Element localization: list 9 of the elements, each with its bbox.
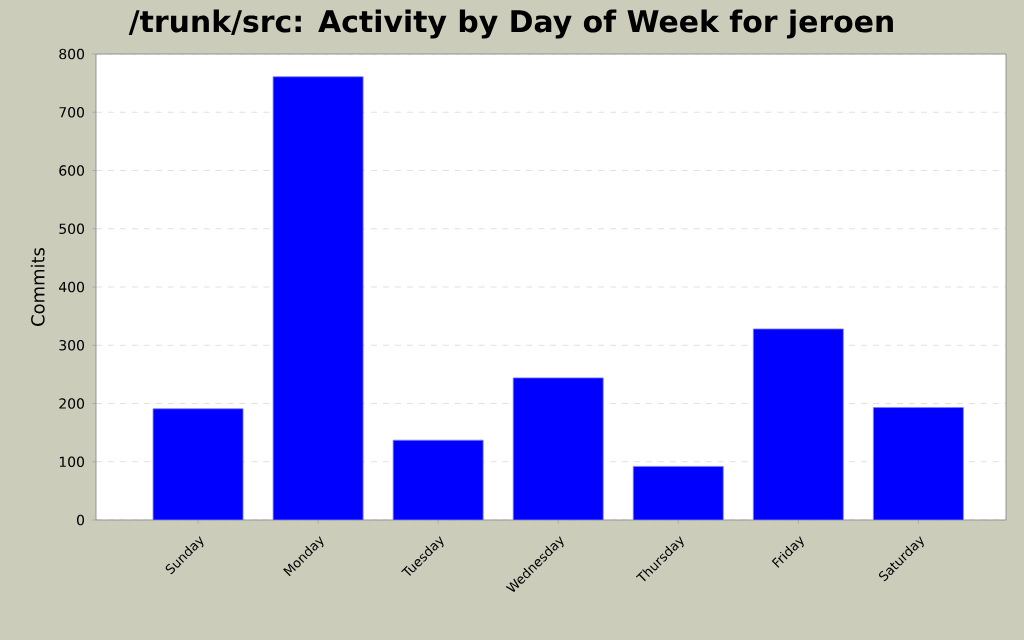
bar xyxy=(513,377,604,520)
bar xyxy=(273,76,364,520)
bar xyxy=(153,408,244,520)
bar xyxy=(753,328,844,520)
y-axis-title: Commits xyxy=(30,247,45,326)
bar xyxy=(872,407,964,520)
bar xyxy=(633,466,724,520)
chart-title: /trunk/src: Activity by Day of Week for jeroen xyxy=(128,9,893,39)
bar xyxy=(393,440,484,520)
